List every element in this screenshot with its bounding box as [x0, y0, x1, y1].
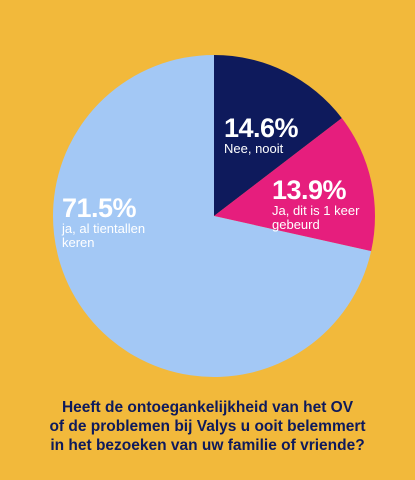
- pie-slice-nee-nooit: [214, 55, 342, 216]
- chart-title-line-2: of de problemen bij Valys u ooit belemme…: [49, 418, 366, 435]
- pie-slice-ja-1-keer: [214, 118, 375, 252]
- category-label-ja-1-keer-line1: Ja, dit is 1 keer: [272, 203, 360, 218]
- category-label-nee-nooit: Nee, nooit: [224, 141, 284, 156]
- category-label-ja-tientallen-line1: ja, al tientallen: [62, 221, 146, 236]
- data-label-nee-nooit: 14.6%: [224, 113, 299, 143]
- chart-title-line-3: in het bezoeken van uw familie of vriend…: [50, 437, 365, 454]
- slice-label-ja-1-keer: 13.9% Ja, dit is 1 keer gebeurd: [272, 176, 359, 232]
- data-label-ja-tientallen: 71.5%: [62, 193, 137, 223]
- pie-slice-ja-tientallen: [52, 55, 372, 377]
- category-label-ja-tientallen-line2: keren: [62, 235, 95, 250]
- chart-title: Heeft de ontoegankelijkheid van het OV o…: [0, 398, 415, 455]
- category-label-ja-1-keer-line2: gebeurd: [272, 217, 320, 232]
- chart-title-line-1: Heeft de ontoegankelijkheid van het OV: [61, 399, 354, 416]
- slice-label-nee-nooit: 14.6% Nee, nooit: [224, 113, 299, 156]
- data-label-ja-1-keer: 13.9%: [272, 175, 347, 205]
- slice-label-ja-tientallen: 71.5% ja, al tientallen keren: [62, 194, 145, 250]
